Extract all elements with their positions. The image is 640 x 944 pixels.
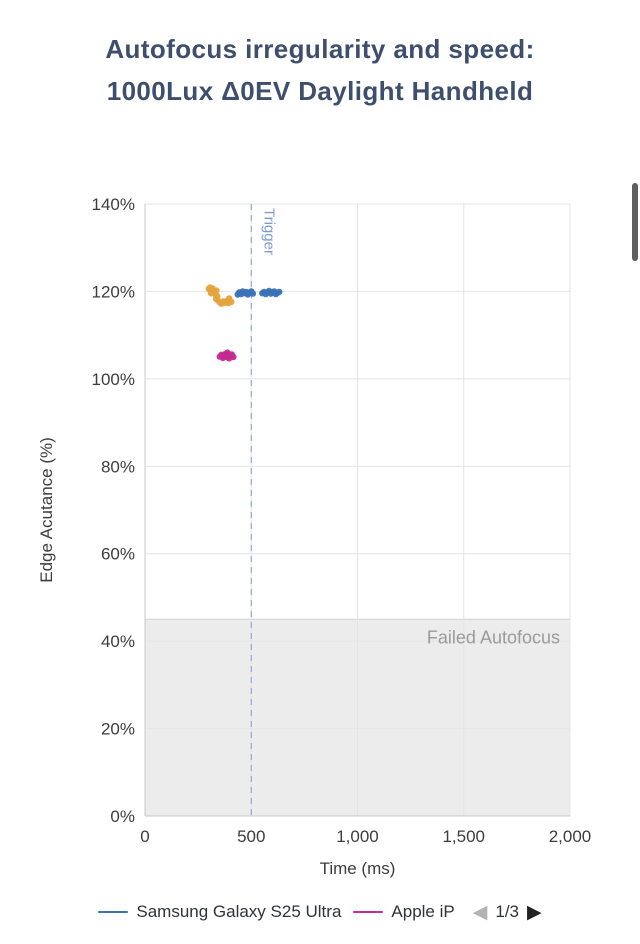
y-axis-title: Edge Acutance (%) bbox=[37, 437, 56, 583]
legend-prev-button[interactable]: ◀ bbox=[472, 901, 488, 923]
legend-swatch-apple bbox=[353, 911, 384, 913]
y-tick-label: 120% bbox=[92, 282, 135, 301]
y-tick-label: 140% bbox=[92, 195, 135, 214]
data-point bbox=[228, 298, 235, 306]
y-tick-label: 20% bbox=[101, 720, 135, 739]
legend-swatch-samsung bbox=[98, 911, 129, 913]
legend: Samsung Galaxy S25 Ultra Apple iP ◀ 1/3 … bbox=[0, 892, 640, 932]
legend-next-button[interactable]: ▶ bbox=[527, 901, 542, 923]
data-point bbox=[249, 290, 257, 297]
y-tick-label: 40% bbox=[101, 632, 135, 651]
chart-title-line2: 1000Lux Δ0EV Daylight Handheld bbox=[106, 76, 534, 107]
y-tick-label: 80% bbox=[101, 457, 135, 476]
y-tick-label: 100% bbox=[92, 370, 135, 389]
legend-page-indicator: 1/3 bbox=[495, 902, 519, 921]
legend-item-apple[interactable]: Apple iP bbox=[353, 902, 455, 922]
data-point bbox=[230, 353, 237, 361]
x-tick-label: 2,000 bbox=[549, 827, 592, 846]
trigger-label: Trigger bbox=[260, 208, 277, 255]
y-tick-label: 60% bbox=[101, 545, 135, 564]
data-point bbox=[224, 349, 231, 356]
chart-title: Autofocus irregularity and speed: 1000Lu… bbox=[10, 28, 630, 112]
series-apple-ip bbox=[216, 349, 237, 362]
x-tick-label: 1,500 bbox=[442, 827, 485, 846]
series-unlabeled bbox=[205, 284, 235, 307]
x-tick-label: 0 bbox=[140, 827, 149, 846]
data-point bbox=[276, 288, 283, 296]
x-axis-title: Time (ms) bbox=[320, 859, 396, 878]
x-tick-label: 500 bbox=[237, 827, 265, 846]
failed-autofocus-label: Failed Autofocus bbox=[427, 627, 560, 647]
scatter-plot: 0% 20% 40% 60% 80% 100% 120% 140% 0 500 1,000 1,500… bbox=[37, 195, 592, 878]
data-point bbox=[213, 287, 220, 294]
x-tick-label: 1,000 bbox=[336, 827, 379, 846]
legend-label-samsung: Samsung Galaxy S25 Ultra bbox=[136, 902, 342, 921]
y-tick-label: 0% bbox=[110, 807, 135, 826]
chart-title-line1: Autofocus irregularity and speed: bbox=[105, 34, 535, 64]
scrollbar[interactable] bbox=[632, 183, 638, 261]
legend-label-apple: Apple iP bbox=[391, 902, 455, 921]
legend-pager: ◀ 1/3 ▶ bbox=[473, 902, 542, 922]
legend-item-samsung[interactable]: Samsung Galaxy S25 Ultra bbox=[98, 902, 341, 922]
series-samsung-galaxy-s25-ultra bbox=[234, 287, 283, 298]
